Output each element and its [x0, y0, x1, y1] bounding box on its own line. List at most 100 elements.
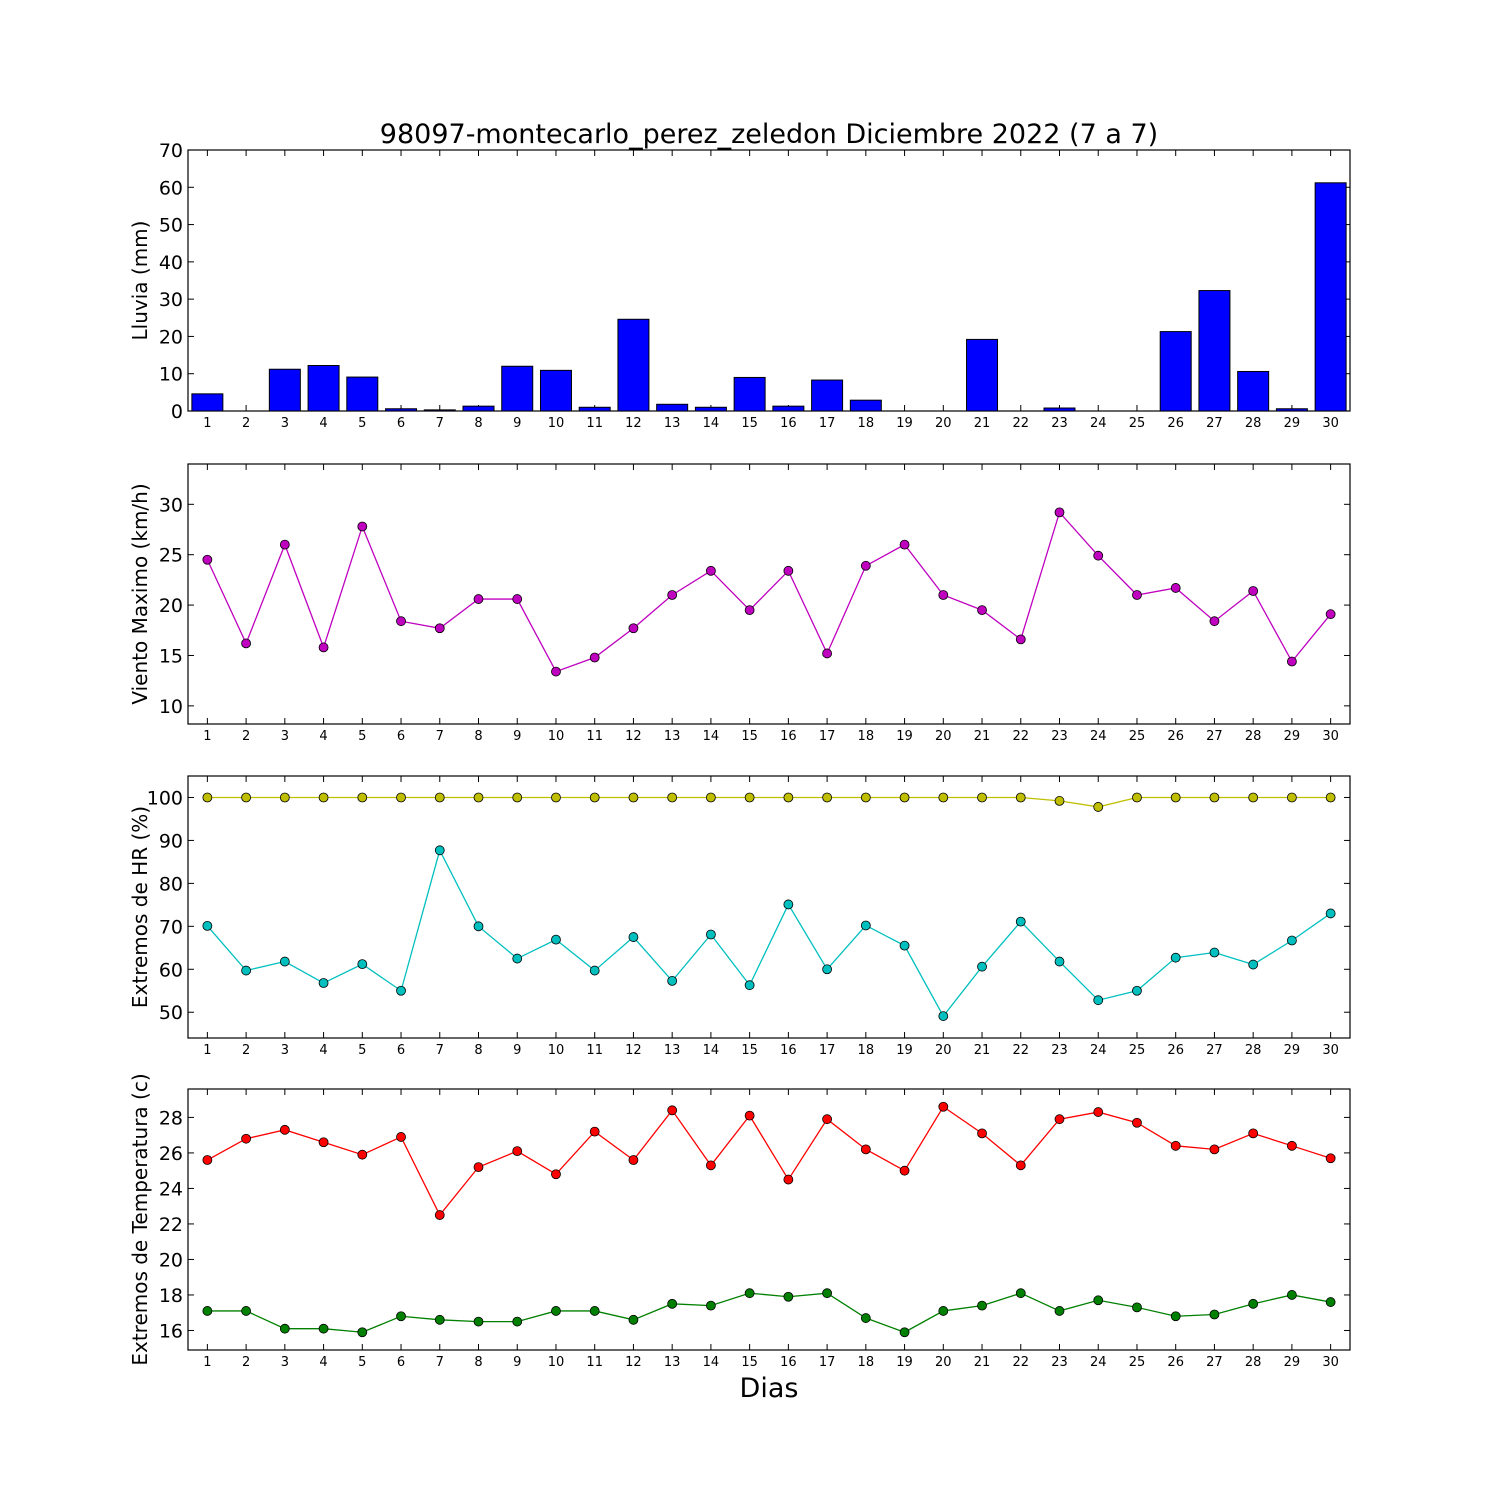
- series-2-point-16: [783, 899, 794, 910]
- x-tick-label: 18: [858, 416, 875, 431]
- bar-day-21: [966, 338, 999, 412]
- x-tick-label: 26: [1167, 1355, 1184, 1370]
- series-1-point-1: [202, 792, 213, 803]
- x-tick-label: 22: [1012, 1355, 1029, 1370]
- x-tick-label: 29: [1284, 729, 1301, 744]
- y-axis-label: Extremos de HR (%): [128, 806, 152, 1008]
- series-1-point-7: [434, 1210, 445, 1220]
- series-1-point-15: [744, 792, 755, 803]
- series-1-point-4: [318, 1137, 329, 1148]
- bar-day-30: [1314, 182, 1347, 412]
- x-tick-label: 18: [858, 729, 875, 744]
- x-tick-label: 15: [741, 416, 758, 431]
- y-tick-label: 100: [147, 787, 183, 809]
- x-tick-label: 10: [548, 416, 565, 431]
- series-1-point-19: [899, 1165, 910, 1176]
- x-tick-label: 4: [319, 416, 327, 431]
- series-1-point-11: [589, 652, 600, 663]
- series-2-point-12: [628, 1314, 639, 1325]
- series-1-point-11: [589, 1126, 600, 1137]
- x-tick-label: 12: [625, 1043, 642, 1058]
- series-line-1: [206, 511, 1332, 673]
- series-1-point-1: [202, 554, 213, 565]
- x-tick-label: 12: [625, 729, 642, 744]
- series-2-point-28: [1248, 1298, 1259, 1309]
- series-1-point-5: [357, 792, 368, 803]
- series-1-point-14: [706, 565, 716, 576]
- bar-day-4: [307, 365, 340, 412]
- x-tick-label: 16: [780, 729, 797, 744]
- y-tick-label: 20: [159, 1249, 183, 1271]
- x-tick-label: 16: [780, 1355, 797, 1370]
- series-1-point-11: [589, 792, 600, 803]
- x-tick-label: 7: [436, 416, 444, 431]
- y-tick-label: 26: [159, 1143, 183, 1165]
- series-1-point-10: [551, 666, 561, 677]
- x-tick-label: 17: [819, 1043, 836, 1058]
- x-tick-label: 8: [474, 1043, 482, 1058]
- x-tick-label: 21: [974, 416, 991, 431]
- bar-day-10: [539, 369, 572, 412]
- bar-day-1: [191, 393, 224, 412]
- series-2-point-2: [241, 965, 252, 976]
- x-tick-label: 8: [474, 416, 482, 431]
- x-tick-label: 19: [896, 416, 913, 431]
- series-1-point-8: [473, 594, 484, 604]
- series-1-point-15: [744, 605, 755, 616]
- x-tick-label: 20: [935, 729, 952, 744]
- series-2-point-1: [202, 1306, 213, 1316]
- series-1-point-29: [1287, 792, 1297, 803]
- x-tick-label: 25: [1129, 1043, 1146, 1058]
- y-tick-label: 15: [159, 645, 183, 667]
- series-line-1: [207, 1105, 1331, 1217]
- series-2-point-23: [1054, 1306, 1065, 1316]
- x-tick-label: 25: [1129, 416, 1146, 431]
- bar-day-16: [772, 405, 805, 412]
- series-1-point-6: [396, 792, 406, 803]
- x-tick-label: 30: [1322, 1355, 1339, 1370]
- series-1-point-5: [357, 1149, 368, 1160]
- y-tick-label: 20: [159, 326, 183, 348]
- x-tick-label: 16: [780, 1043, 797, 1058]
- series-1-point-8: [473, 792, 484, 803]
- x-tick-label: 27: [1206, 1355, 1223, 1370]
- x-tick-label: 27: [1206, 729, 1223, 744]
- x-tick-label: 30: [1322, 416, 1339, 431]
- series-1-point-12: [628, 1155, 639, 1165]
- series-1-point-2: [241, 1133, 252, 1144]
- series-2-point-29: [1287, 1290, 1297, 1300]
- x-tick-label: 24: [1090, 729, 1107, 744]
- series-1-point-24: [1093, 550, 1104, 561]
- bar-day-23: [1043, 407, 1076, 412]
- x-tick-label: 7: [436, 1355, 444, 1370]
- x-tick-label: 14: [703, 729, 720, 744]
- series-1-point-14: [706, 1160, 716, 1171]
- y-tick-label: 70: [159, 140, 183, 162]
- series-1-point-27: [1209, 1144, 1220, 1155]
- series-line-2: [206, 848, 1332, 1018]
- series-2-point-20: [938, 1306, 949, 1316]
- plot-frame: [187, 463, 1351, 725]
- x-tick-label: 12: [625, 1355, 642, 1370]
- series-2-point-2: [241, 1306, 252, 1316]
- x-tick-label: 20: [935, 416, 952, 431]
- bar-day-8: [462, 405, 495, 412]
- series-2-point-9: [512, 953, 523, 964]
- x-tick-label: 2: [242, 1043, 250, 1058]
- bar-day-3: [268, 368, 301, 412]
- y-tick-label: 50: [159, 215, 183, 237]
- x-tick-label: 18: [858, 1043, 875, 1058]
- series-1-point-23: [1054, 507, 1065, 518]
- x-tick-label: 22: [1012, 1043, 1029, 1058]
- bar-day-18: [849, 399, 882, 412]
- plot-frame: [187, 149, 1351, 412]
- series-1-point-8: [473, 1162, 484, 1173]
- y-tick-label: 18: [159, 1285, 183, 1307]
- y-tick-label: 24: [159, 1178, 183, 1200]
- y-tick-label: 30: [159, 289, 183, 311]
- x-tick-label: 4: [319, 729, 327, 744]
- y-tick-label: 0: [171, 401, 183, 423]
